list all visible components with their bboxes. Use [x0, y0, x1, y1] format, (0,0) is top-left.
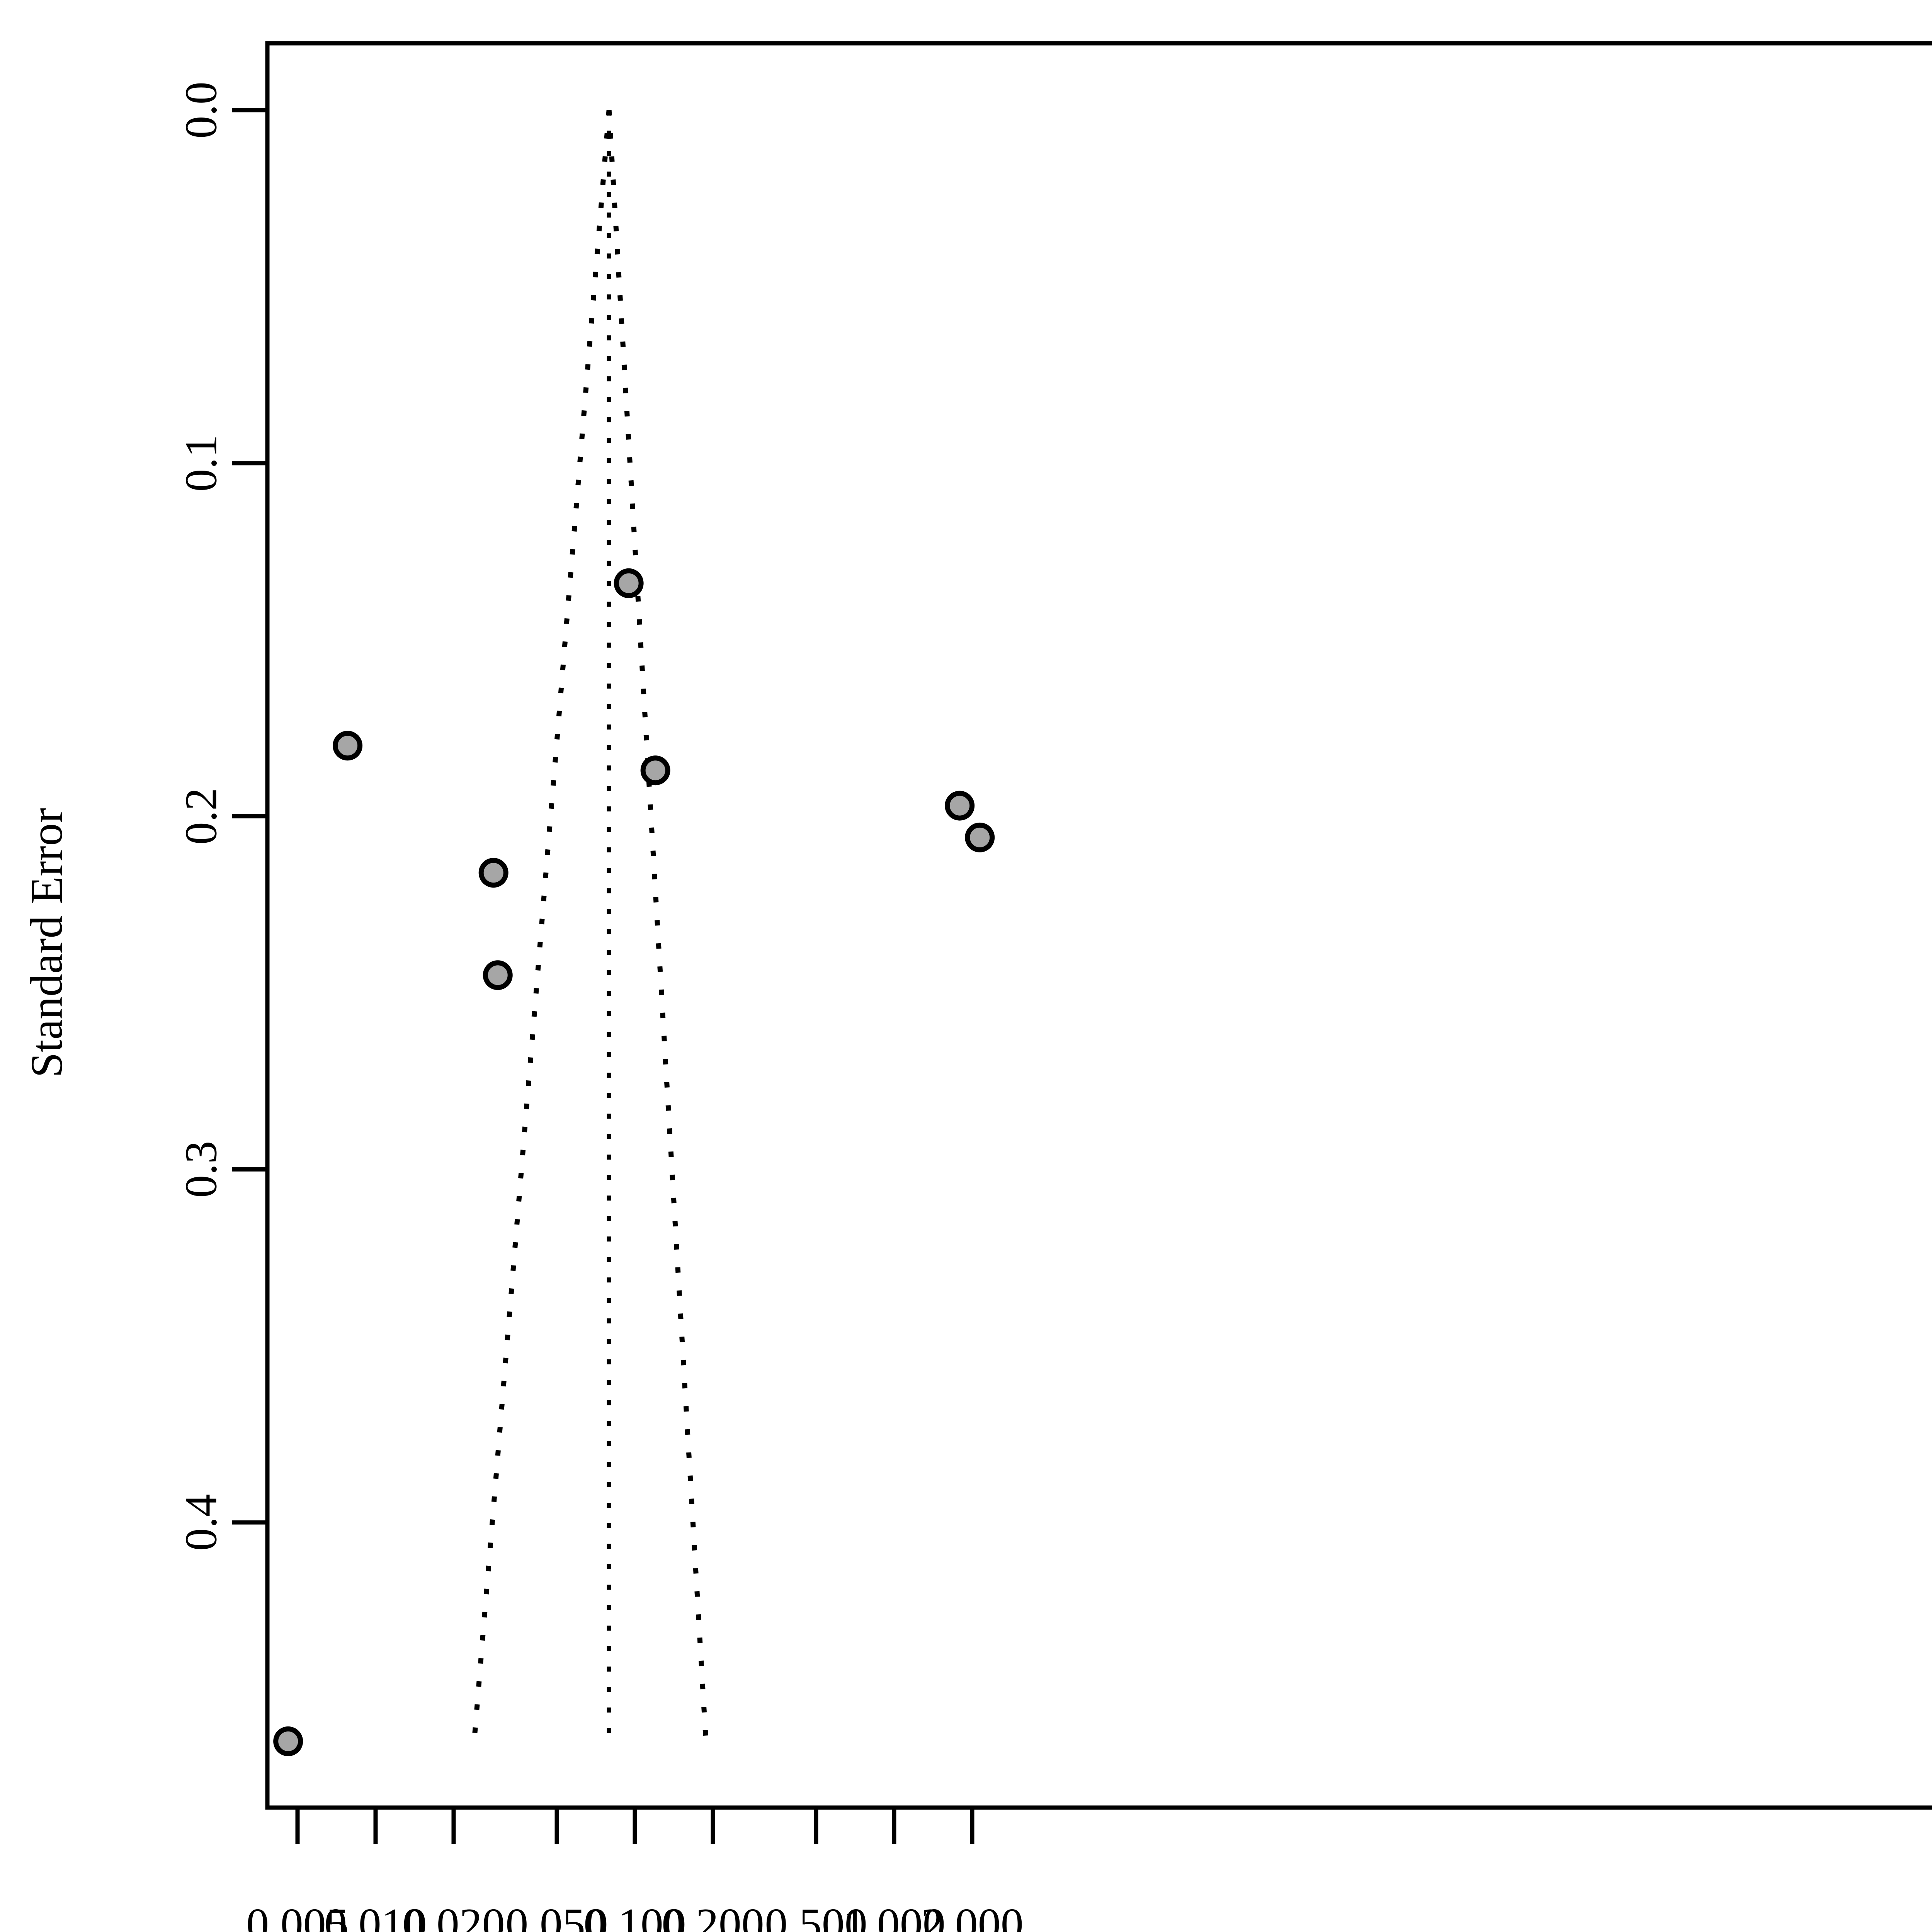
data-point [273, 1726, 303, 1757]
y-axis-ticks: 0.0 0.1 0.2 0.3 0.4 [176, 82, 267, 1551]
data-points [273, 568, 995, 1757]
data-point [640, 755, 670, 786]
x-tick-label: 0.500 [765, 1899, 867, 1932]
data-point [614, 568, 644, 598]
y-axis-label: Standard Error [21, 808, 72, 1078]
x-tick-label: 0.020 [402, 1899, 505, 1932]
y-tick-label: 0.1 [176, 435, 226, 492]
y-tick-label: 0.3 [176, 1141, 226, 1198]
x-tick-label: 0.010 [324, 1899, 427, 1932]
x-tick-label: 2.000 [921, 1899, 1024, 1932]
y-tick-label: 0.2 [176, 788, 226, 845]
data-point [965, 822, 995, 852]
data-point [478, 858, 509, 888]
x-tick-label: 1.000 [843, 1899, 946, 1932]
x-tick-label: 0.050 [505, 1899, 608, 1932]
data-point [333, 731, 363, 761]
x-tick-label: 0.005 [246, 1899, 349, 1932]
plot-frame [265, 41, 1932, 1810]
data-point [483, 960, 513, 990]
x-tick-label: 0.200 [662, 1899, 764, 1932]
data-point [945, 791, 975, 821]
x-tick-label: 0.100 [583, 1899, 686, 1932]
y-tick-label: 0.4 [176, 1494, 226, 1551]
y-tick-label: 0.0 [176, 82, 226, 139]
